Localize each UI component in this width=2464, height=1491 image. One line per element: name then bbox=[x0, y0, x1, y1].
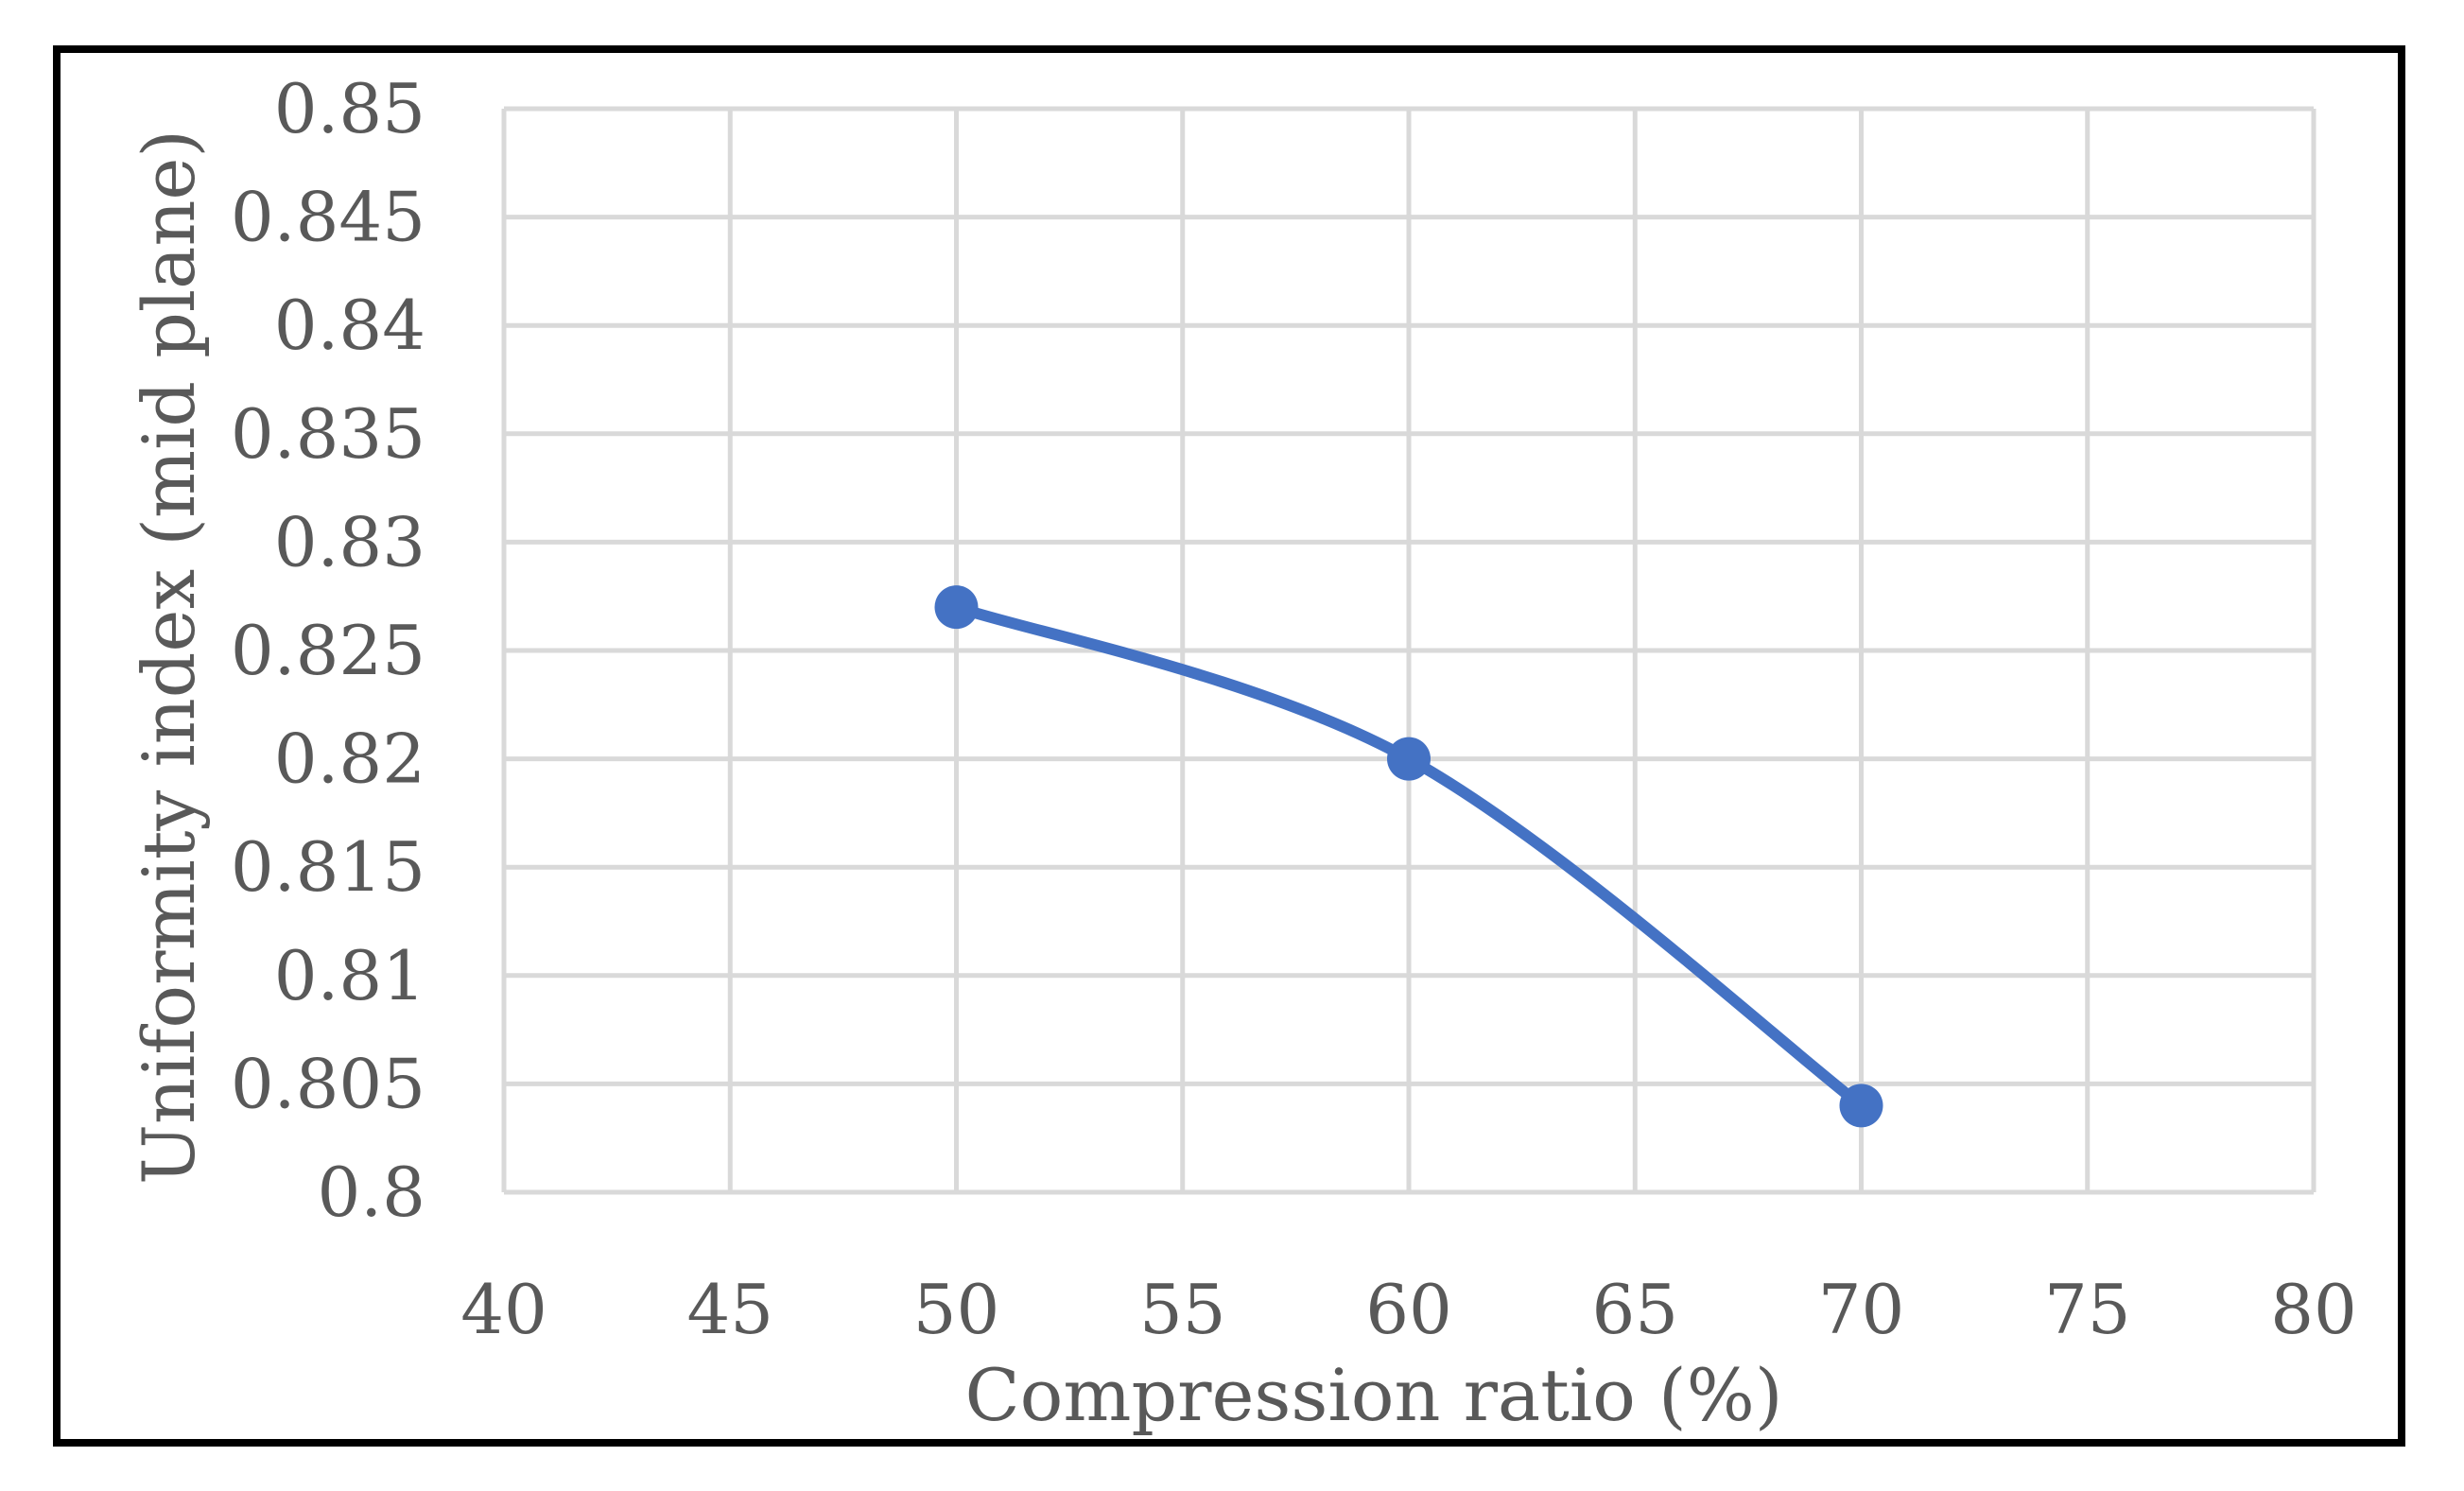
y-tick-label: 0.81 bbox=[274, 936, 425, 1015]
y-tick-labels: 0.8 0.805 0.81 0.815 0.82 0.825 0.83 0.835 0.84 0… bbox=[231, 69, 425, 1232]
series-layer bbox=[934, 585, 1883, 1128]
x-tick-label: 40 bbox=[460, 1270, 547, 1349]
x-tick-label: 50 bbox=[913, 1270, 1000, 1349]
x-tick-label: 75 bbox=[2044, 1270, 2131, 1349]
data-point bbox=[1839, 1084, 1883, 1128]
data-point bbox=[934, 585, 979, 630]
data-point bbox=[1387, 737, 1431, 781]
y-tick-label: 0.845 bbox=[231, 178, 425, 257]
y-tick-label: 0.825 bbox=[231, 611, 425, 690]
grid-layer bbox=[501, 106, 2317, 1195]
x-tick-label: 70 bbox=[1818, 1270, 1905, 1349]
x-tick-label: 65 bbox=[1591, 1270, 1678, 1349]
x-tick-label: 60 bbox=[1365, 1270, 1452, 1349]
y-tick-label: 0.82 bbox=[274, 719, 425, 799]
y-axis-title: Uniformity index (mid plane) bbox=[127, 130, 211, 1185]
chart-frame bbox=[53, 45, 2405, 1447]
y-tick-label: 0.83 bbox=[274, 502, 425, 581]
y-tick-label: 0.8 bbox=[317, 1153, 425, 1232]
x-tick-label: 45 bbox=[686, 1270, 773, 1349]
x-tick-labels: 40 45 50 55 60 65 70 75 80 bbox=[460, 1270, 2357, 1349]
x-axis-title: Compression ratio (%) bbox=[964, 1353, 1782, 1437]
y-tick-label: 0.805 bbox=[231, 1044, 425, 1123]
y-tick-label: 0.835 bbox=[231, 394, 425, 474]
x-tick-label: 55 bbox=[1139, 1270, 1226, 1349]
y-tick-label: 0.84 bbox=[274, 286, 425, 365]
y-tick-label: 0.815 bbox=[231, 827, 425, 907]
x-tick-label: 80 bbox=[2270, 1270, 2357, 1349]
y-tick-label: 0.85 bbox=[274, 69, 425, 148]
